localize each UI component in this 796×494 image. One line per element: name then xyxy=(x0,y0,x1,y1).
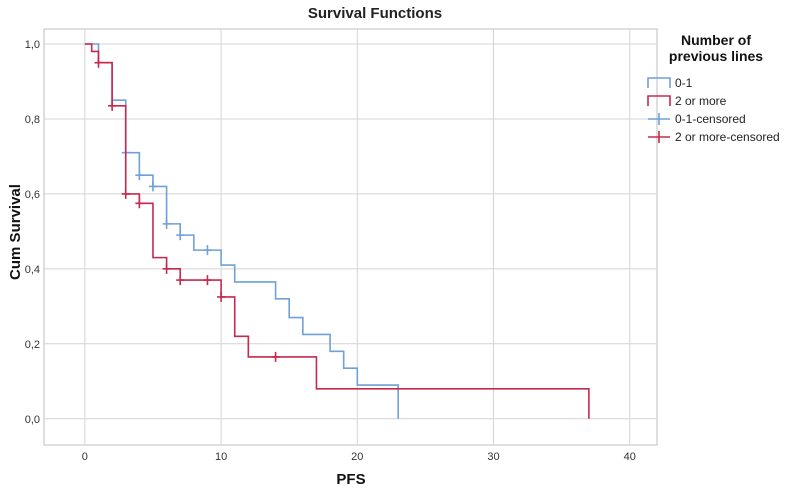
censor-mark-1-2 xyxy=(121,188,130,199)
censor-mark-0-4 xyxy=(176,230,185,241)
x-tick-label-0: 0 xyxy=(82,451,88,463)
x-tick-label-1: 10 xyxy=(215,451,227,463)
censor-mark-1-5 xyxy=(176,275,185,286)
y-axis-label: Cum Survival xyxy=(7,184,24,280)
y-tick-label-2: 0,4 xyxy=(25,264,40,276)
plot-frame xyxy=(43,28,658,446)
x-axis-label: PFS xyxy=(336,471,365,488)
legend-entry-2: 0-1-censored xyxy=(675,112,746,126)
legend-title-line-0: Number of xyxy=(681,32,751,48)
censor-mark-0-3 xyxy=(162,218,171,229)
censor-mark-1-7 xyxy=(217,291,226,302)
censor-mark-0-1 xyxy=(135,170,144,181)
censor-mark-1-4 xyxy=(162,263,171,274)
censor-mark-1-3 xyxy=(135,198,144,209)
censor-mark-0-2 xyxy=(148,181,157,192)
censor-mark-1-6 xyxy=(203,275,212,286)
legend-swatch-1 xyxy=(647,95,671,106)
x-tick-label-2: 20 xyxy=(351,451,363,463)
legend-swatch-3 xyxy=(648,131,670,143)
legend-entry-1: 2 or more xyxy=(675,94,727,108)
legend-swatch-2 xyxy=(648,113,670,125)
series-line-0 xyxy=(84,43,399,419)
chart-title: Survival Functions xyxy=(308,5,442,22)
censor-mark-1-0 xyxy=(94,57,103,68)
legend-swatch-0 xyxy=(647,77,671,88)
y-tick-label-1: 0,2 xyxy=(25,339,40,351)
censor-mark-1-8 xyxy=(271,351,280,362)
y-tick-label-3: 0,6 xyxy=(25,189,40,201)
series-line-1 xyxy=(84,43,590,419)
x-tick-label-3: 30 xyxy=(487,451,499,463)
y-tick-label-0: 0,0 xyxy=(25,414,40,426)
legend-entry-0: 0-1 xyxy=(675,76,693,90)
y-tick-label-5: 1,0 xyxy=(25,39,40,51)
plot-area: 0 10 20 30 40 0,0 0,2 0,4 0,6 0,8 1,0 xyxy=(25,28,658,463)
legend-entry-3: 2 or more-censored xyxy=(675,130,780,144)
y-tick-label-4: 0,8 xyxy=(25,114,40,126)
x-tick-label-4: 40 xyxy=(624,451,636,463)
legend-title-line-1: previous lines xyxy=(669,48,763,64)
censor-mark-0-5 xyxy=(203,245,212,256)
censor-mark-1-1 xyxy=(108,100,117,111)
